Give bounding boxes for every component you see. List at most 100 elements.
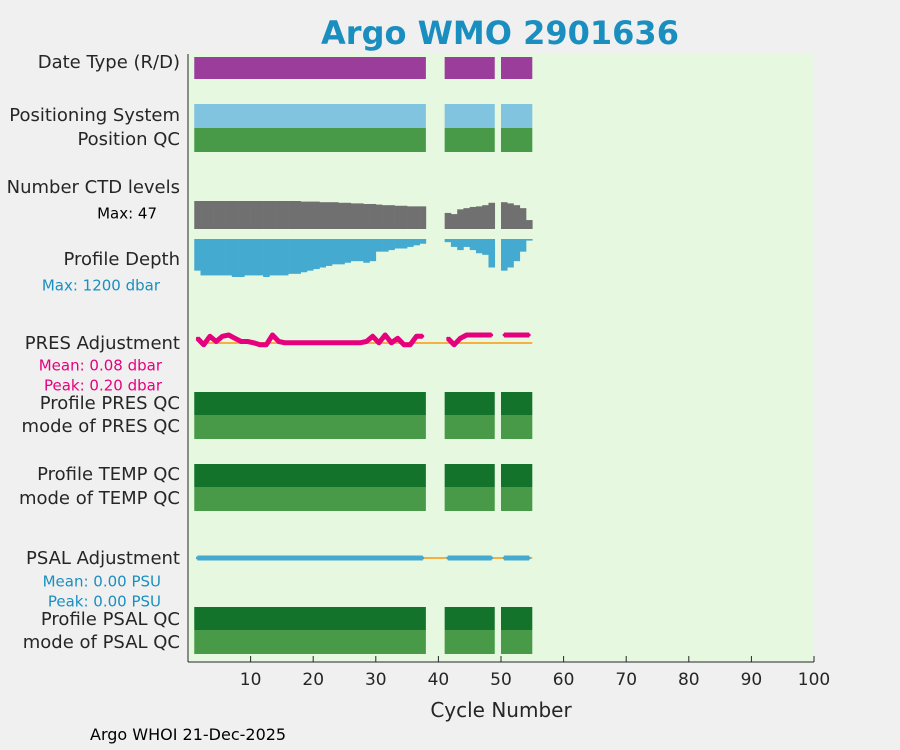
pres_adj-point-cycle-2 xyxy=(202,343,206,347)
psal_adj-point-cycle-32 xyxy=(389,556,393,560)
pres_adj-point-cycle-43 xyxy=(458,336,462,340)
row-label-psal-adjustment: PSAL Adjustment xyxy=(26,548,180,569)
profile_depth-max-annotation: Max: 1200 dbar xyxy=(42,277,161,295)
profile_depth-bar-cycle-14 xyxy=(275,239,283,276)
x-tick-label-100: 100 xyxy=(798,670,830,690)
ctd_levels-bar-cycle-36 xyxy=(413,206,420,229)
ctd_levels-bar-cycle-4 xyxy=(213,201,220,229)
ctd_levels-bar-cycle-16 xyxy=(288,201,295,229)
ctd_levels-bar-cycle-13 xyxy=(269,201,276,229)
pres_adj-point-cycle-50 xyxy=(502,333,506,337)
ctd_levels-bar-cycle-46 xyxy=(475,206,483,229)
ctd_levels-bar-cycle-35 xyxy=(407,206,414,229)
ctd_levels-bar-cycle-19 xyxy=(306,201,314,229)
psal_adj-point-cycle-26 xyxy=(352,556,356,560)
mode_pres_qc-bar-segment-3 xyxy=(501,415,533,439)
date_type-bar-segment-2 xyxy=(444,57,495,79)
psal_adj-point-cycle-35 xyxy=(408,556,412,560)
ctd_levels-bar-cycle-42 xyxy=(450,214,458,229)
psal_adj-point-cycle-10 xyxy=(252,556,256,560)
pres_adj-point-cycle-48 xyxy=(490,333,494,337)
profile_psal_qc-bar-segment-3 xyxy=(501,607,533,630)
ctd_levels-bar-cycle-31 xyxy=(382,205,389,229)
pres_adj-mean-annotation: Mean: 0.08 dbar xyxy=(39,357,163,375)
profile_depth-bar-cycle-34 xyxy=(400,239,408,249)
profile_depth-bar-cycle-26 xyxy=(350,239,358,262)
pres_adj-point-cycle-14 xyxy=(277,340,281,343)
profile_depth-bar-cycle-54 xyxy=(526,239,533,241)
profile_depth-bar-cycle-12 xyxy=(263,239,270,277)
pres_adj-point-cycle-35 xyxy=(408,343,412,347)
pres_adj-point-cycle-29 xyxy=(371,334,375,338)
position_qc-bar-segment-3 xyxy=(501,128,533,152)
psal_adj-point-cycle-43 xyxy=(458,556,462,560)
ctd_levels-bar-cycle-50 xyxy=(501,202,508,229)
ctd_levels-bar-cycle-41 xyxy=(444,212,452,229)
psal_adj-point-cycle-44 xyxy=(465,556,469,560)
psal_adj-point-cycle-15 xyxy=(283,556,287,560)
ctd_levels-bar-cycle-53 xyxy=(519,208,527,229)
x-tick-label-60: 60 xyxy=(553,670,575,690)
psal_adj-point-cycle-19 xyxy=(308,556,312,560)
psal_adj-point-cycle-6 xyxy=(227,556,231,560)
ctd_levels-bar-cycle-26 xyxy=(350,203,358,229)
psal_adj-point-cycle-7 xyxy=(233,556,237,560)
ctd_levels-bar-cycle-15 xyxy=(281,201,289,229)
pres_adj-point-cycle-51 xyxy=(508,333,512,337)
profile_depth-bar-cycle-30 xyxy=(375,239,383,252)
pres_adj-point-cycle-37 xyxy=(421,334,425,338)
mode_temp_qc-bar-segment-2 xyxy=(444,487,495,511)
profile_depth-bar-cycle-37 xyxy=(419,239,427,244)
psal_adj-point-cycle-30 xyxy=(377,556,381,560)
profile_depth-bar-cycle-16 xyxy=(288,239,295,274)
profile_depth-bar-cycle-8 xyxy=(238,239,245,277)
mode_pres_qc-bar-segment-2 xyxy=(444,415,495,439)
x-tick-label-50: 50 xyxy=(490,670,512,690)
profile_depth-bar-cycle-25 xyxy=(344,239,352,263)
profile_psal_qc-bar-segment-1 xyxy=(194,607,426,630)
psal_adj-point-cycle-36 xyxy=(414,556,418,560)
profile_depth-bar-cycle-19 xyxy=(306,239,314,271)
ctd_levels-bar-cycle-24 xyxy=(338,202,345,229)
psal_adj-point-cycle-5 xyxy=(220,556,224,560)
profile_depth-bar-cycle-50 xyxy=(501,239,508,271)
pres_adj-point-cycle-53 xyxy=(521,333,525,337)
psal_adj-point-cycle-54 xyxy=(527,556,531,560)
profile_depth-bar-cycle-20 xyxy=(313,239,320,270)
mode_temp_qc-bar-segment-3 xyxy=(501,487,533,511)
profile_depth-bar-cycle-32 xyxy=(388,239,395,251)
ctd_levels-bar-cycle-28 xyxy=(363,203,370,229)
pres_adj-point-cycle-42 xyxy=(452,343,456,347)
psal_adj-point-cycle-9 xyxy=(245,556,249,560)
positioning-bar-segment-1 xyxy=(194,104,426,128)
ctd_levels-bar-cycle-51 xyxy=(507,203,514,229)
psal_adj-point-cycle-33 xyxy=(396,556,400,560)
ctd_levels-bar-cycle-17 xyxy=(294,201,301,229)
profile_depth-bar-cycle-17 xyxy=(294,239,301,274)
psal_adj-mean-annotation: Mean: 0.00 PSU xyxy=(43,573,161,591)
row-label-date-type-r-d: Date Type (R/D) xyxy=(38,52,180,73)
profile_depth-bar-cycle-5 xyxy=(219,239,226,276)
profile_depth-bar-cycle-47 xyxy=(482,239,489,255)
psal_adj-point-cycle-48 xyxy=(490,556,494,560)
pres_adj-point-cycle-24 xyxy=(339,341,343,345)
ctd_levels-bar-cycle-9 xyxy=(244,201,251,229)
pres_adj-point-cycle-23 xyxy=(333,341,337,345)
ctd_levels-bar-cycle-52 xyxy=(513,205,521,229)
ctd_levels-bar-cycle-29 xyxy=(369,203,377,229)
profile_depth-bar-cycle-22 xyxy=(325,239,333,266)
pres_adj-point-cycle-19 xyxy=(308,341,312,345)
pres_adj-point-cycle-20 xyxy=(314,341,318,345)
pres_adj-point-cycle-28 xyxy=(364,340,368,343)
ctd_levels-bar-cycle-11 xyxy=(256,201,264,229)
profile_depth-bar-cycle-18 xyxy=(300,239,308,273)
pres_adj-point-cycle-13 xyxy=(271,333,275,337)
position_qc-bar-segment-2 xyxy=(444,128,495,152)
plot-area xyxy=(188,54,814,662)
profile_pres_qc-bar-segment-3 xyxy=(501,392,533,415)
ctd_levels-bar-cycle-23 xyxy=(331,202,339,229)
pres_adj-point-cycle-5 xyxy=(220,334,224,338)
ctd_levels-bar-cycle-12 xyxy=(263,201,270,229)
profile_depth-bar-cycle-21 xyxy=(319,239,327,268)
pres_adj-point-cycle-45 xyxy=(471,333,475,337)
